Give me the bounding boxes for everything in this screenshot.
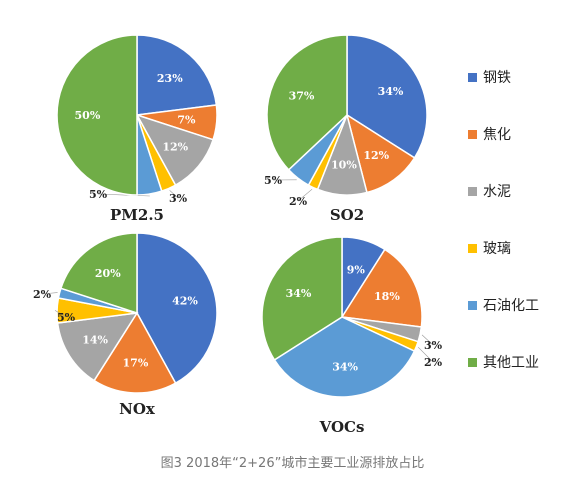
slice-nox-5 [59, 232, 138, 315]
legend-swatch-3 [468, 244, 477, 253]
legend-item-4: 石油化工 [468, 298, 539, 314]
slice-nox-1 [93, 311, 177, 394]
pie-nox: 42% 17% 14% 5% 2% 20% NOx [33, 232, 218, 418]
legend-item-3: 玻璃 [468, 240, 511, 257]
slice-label-vocs-1: 18% [374, 290, 400, 303]
leader-line-vocs-2 [421, 334, 434, 346]
slice-label-pm25-3: 3% [169, 192, 188, 205]
slice-label-nox-5: 20% [95, 267, 121, 280]
slice-label-pm25-4: 5% [89, 188, 108, 201]
slice-label-nox-2: 14% [82, 334, 108, 347]
slice-vocs-5 [261, 236, 343, 361]
slice-label-so2-0: 34% [378, 85, 404, 98]
slice-vocs-1 [340, 248, 423, 328]
slice-label-pm25-5: 50% [75, 109, 101, 122]
leader-line-nox-3 [54, 310, 67, 318]
slice-so2-5 [266, 34, 348, 171]
pie-pm25: 23% 7% 12% 3% 5% 50% PM2.5 [56, 34, 218, 224]
slice-label-pm25-1: 7% [177, 114, 196, 127]
legend-swatch-1 [468, 130, 477, 139]
legend-label-4: 石油化工 [483, 298, 539, 314]
slice-label-so2-1: 12% [363, 149, 389, 162]
leader-line-nox-4 [41, 292, 58, 295]
slice-label-nox-4: 2% [33, 288, 52, 301]
slice-label-so2-3: 2% [289, 195, 308, 208]
legend-label-2: 水泥 [483, 184, 511, 200]
slice-pm25-2 [135, 113, 215, 187]
slice-label-so2-5: 37% [289, 89, 315, 102]
slice-pm25-5 [56, 34, 138, 196]
pie-charts: 23% 7% 12% 3% 5% 50% PM2.5 34% 12% 10% 2% 5% 37% SO2 4… [33, 34, 443, 436]
figure-caption: 图3 2018年“2+26”城市主要工业源排放占比 [160, 456, 425, 471]
legend-label-0: 钢铁 [483, 70, 511, 86]
pie-title-so2: SO2 [330, 206, 364, 224]
slice-vocs-4 [273, 316, 416, 398]
slice-nox-0 [136, 232, 218, 385]
legend-item-0: 钢铁 [468, 70, 511, 86]
slice-label-so2-2: 10% [331, 159, 357, 172]
leader-line-so2-3 [297, 188, 313, 202]
slice-label-vocs-4: 34% [332, 361, 358, 374]
leader-line-pm25-3 [169, 190, 179, 199]
pie-so2: 34% 12% 10% 2% 5% 37% SO2 [264, 34, 428, 224]
pie-title-nox: NOx [119, 400, 156, 418]
slice-nox-2 [56, 312, 139, 382]
legend-item-1: 焦化 [468, 127, 511, 143]
slice-label-vocs-0: 9% [347, 263, 366, 276]
legend-swatch-0 [468, 73, 477, 82]
pie-title-pm25: PM2.5 [110, 206, 164, 224]
slice-label-vocs-2: 3% [424, 339, 443, 352]
legend-label-5: 其他工业 [483, 355, 539, 371]
pie-title-vocs: VOCs [319, 418, 365, 436]
pie-vocs: 9% 18% 3% 2% 34% 34% VOCs [261, 236, 443, 436]
slice-pm25-0 [136, 34, 218, 116]
slice-label-nox-3: 5% [57, 311, 76, 324]
slice-label-pm25-2: 12% [162, 141, 188, 154]
slice-label-nox-0: 42% [172, 295, 198, 308]
legend-swatch-5 [468, 358, 477, 367]
slice-label-vocs-3: 2% [424, 356, 443, 369]
slice-label-nox-1: 17% [123, 357, 149, 370]
legend-item-2: 水泥 [468, 184, 511, 200]
legend-swatch-4 [468, 301, 477, 310]
leader-line-pm25-4 [97, 193, 150, 197]
legend-label-1: 焦化 [483, 127, 511, 143]
slice-label-vocs-5: 34% [286, 287, 312, 300]
legend-item-5: 其他工业 [468, 355, 539, 371]
slice-label-so2-4: 5% [264, 174, 283, 187]
legend-swatch-2 [468, 187, 477, 196]
leader-line-vocs-3 [417, 346, 434, 363]
slice-label-pm25-0: 23% [157, 72, 183, 85]
slice-so2-1 [345, 113, 416, 194]
legend-label-3: 玻璃 [483, 240, 511, 257]
